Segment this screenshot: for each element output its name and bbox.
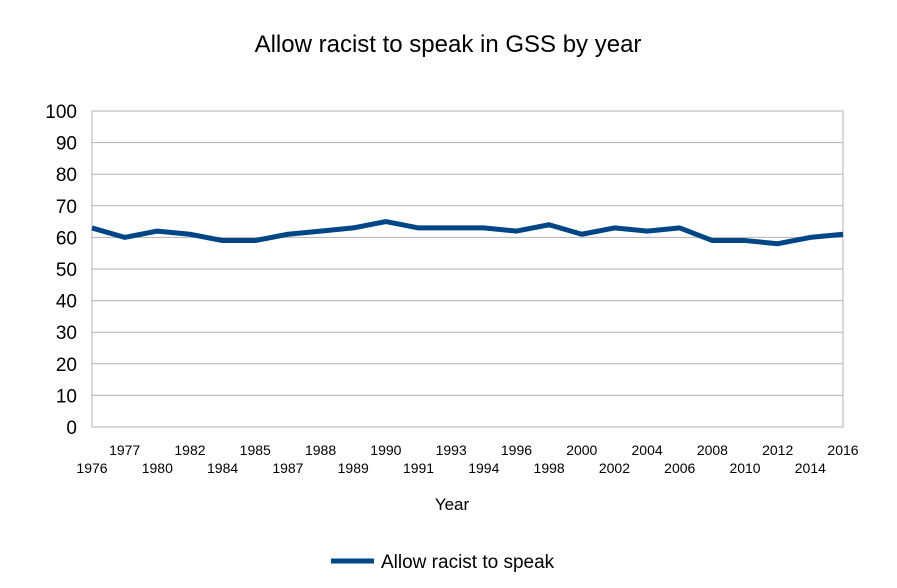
x-tick-label: 2014 xyxy=(795,460,826,476)
y-tick-label: 100 xyxy=(45,102,77,123)
x-tick-label: 1982 xyxy=(174,442,205,458)
x-tick-label: 2012 xyxy=(762,442,793,458)
plot-area-border xyxy=(91,110,844,428)
x-tick-label: 1987 xyxy=(272,460,303,476)
x-tick-label: 2010 xyxy=(729,460,760,476)
x-tick-label: 1976 xyxy=(76,460,107,476)
y-tick-label: 20 xyxy=(56,355,77,376)
x-tick-label: 2000 xyxy=(566,442,597,458)
x-tick-label: 1988 xyxy=(305,442,336,458)
x-tick-label: 1993 xyxy=(436,442,467,458)
series-line xyxy=(91,219,844,247)
x-tick-label: 2004 xyxy=(632,442,663,458)
x-tick-label: 1990 xyxy=(370,442,401,458)
series-layer xyxy=(91,219,844,247)
x-tick-label: 1989 xyxy=(338,460,369,476)
x-tick-label: 2006 xyxy=(664,460,695,476)
x-tick-label: 1980 xyxy=(142,460,173,476)
x-tick-label: 1977 xyxy=(109,442,140,458)
y-tick-label: 70 xyxy=(56,197,77,218)
x-axis-label: Year xyxy=(435,495,470,514)
chart-title: Allow racist to speak in GSS by year xyxy=(255,31,642,58)
y-tick-label: 40 xyxy=(56,292,77,313)
x-tick-label: 1996 xyxy=(501,442,532,458)
legend-label: Allow racist to speak xyxy=(381,552,555,573)
legend: Allow racist to speak xyxy=(331,552,555,573)
y-tick-label: 0 xyxy=(66,418,77,439)
y-tick-label: 30 xyxy=(56,323,77,344)
x-tick-label: 2008 xyxy=(697,442,728,458)
x-tick-label: 1985 xyxy=(240,442,271,458)
x-axis-tick-labels: 1976197719801982198419851987198819891990… xyxy=(76,442,858,476)
y-axis-tick-labels: 0 10 20 30 40 50 60 70 80 90 100 xyxy=(45,102,77,439)
y-tick-label: 80 xyxy=(56,165,77,186)
x-tick-label: 1984 xyxy=(207,460,238,476)
y-tick-label: 90 xyxy=(56,134,77,155)
y-tick-label: 10 xyxy=(56,386,77,407)
x-tick-label: 1998 xyxy=(534,460,565,476)
gridlines xyxy=(92,110,843,428)
y-tick-label: 60 xyxy=(56,228,77,249)
x-tick-label: 1994 xyxy=(468,460,499,476)
x-tick-label: 2002 xyxy=(599,460,630,476)
x-tick-label: 1991 xyxy=(403,460,434,476)
x-tick-label: 2016 xyxy=(827,442,858,458)
y-tick-label: 50 xyxy=(56,260,77,281)
